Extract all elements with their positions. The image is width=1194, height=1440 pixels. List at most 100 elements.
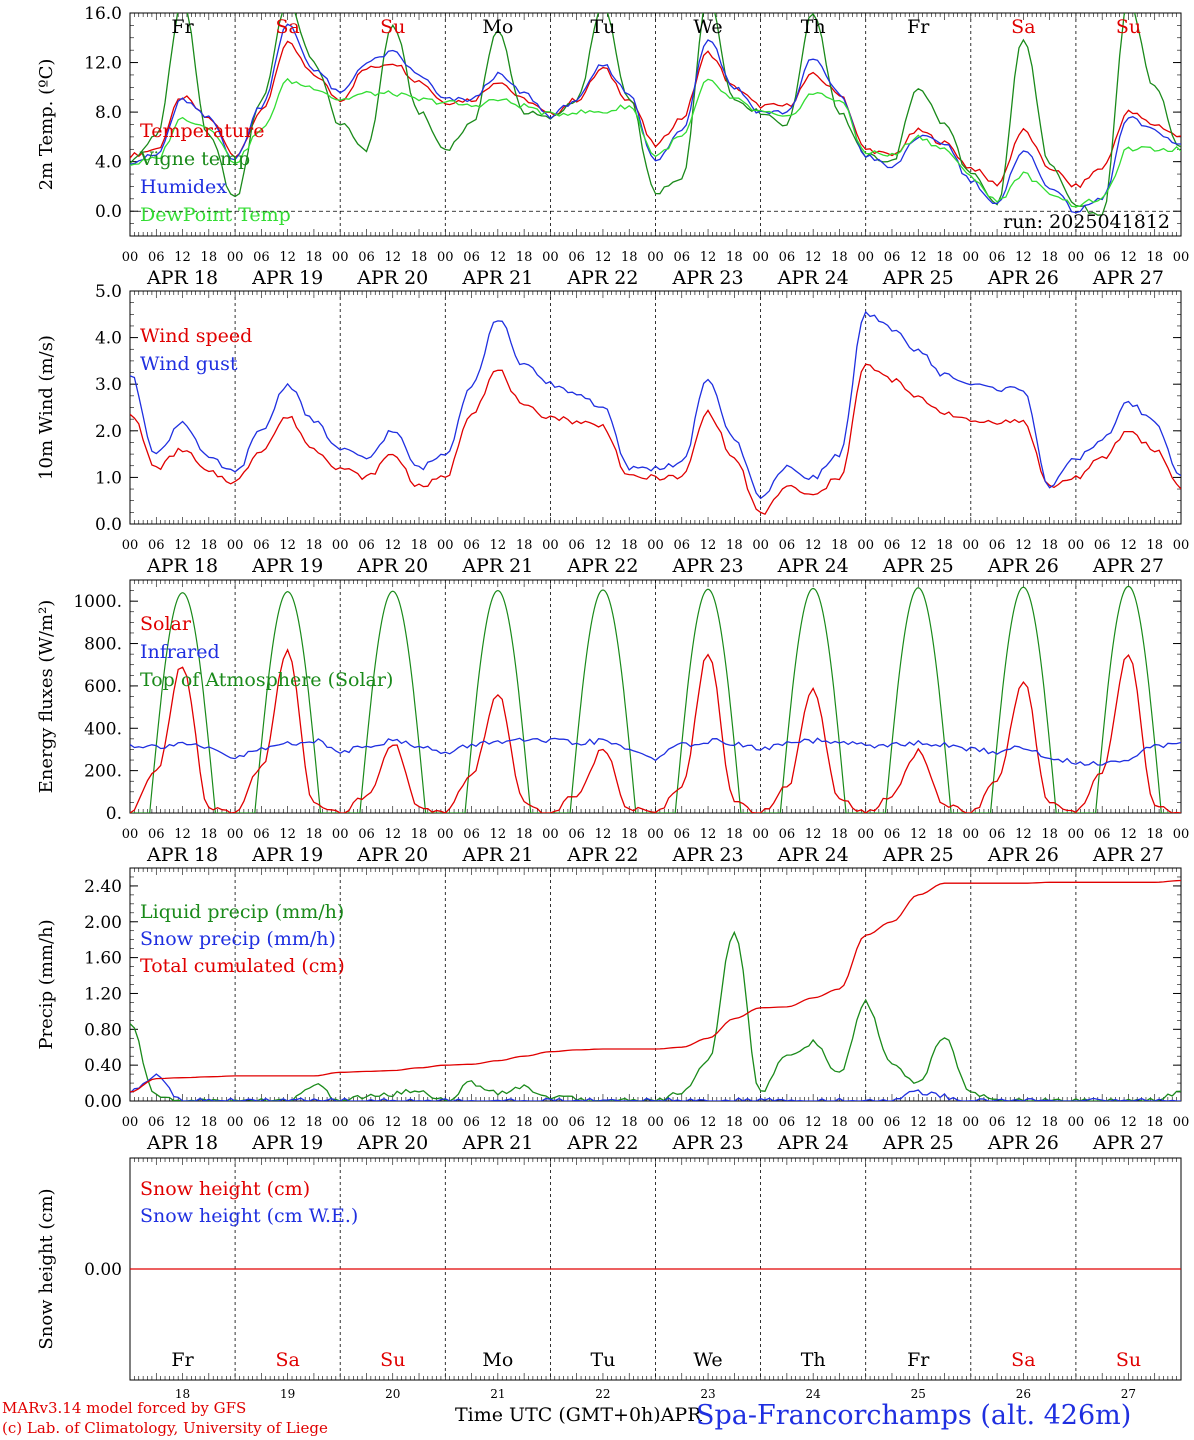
weekday-label: Sa: [1011, 16, 1035, 38]
hour-tick-label: 00: [1173, 250, 1190, 265]
hour-tick-label: 18: [831, 250, 848, 265]
weekday-label: Sa: [275, 1349, 299, 1371]
hour-tick-label: 12: [384, 538, 401, 553]
date-label: APR 19: [251, 555, 323, 577]
hour-tick-label: 12: [174, 1115, 191, 1130]
hour-tick-label: 18: [516, 827, 533, 842]
series-line-1: [130, 737, 1181, 766]
legend-entry: Vigne temp: [139, 148, 250, 170]
hour-tick-label: 18: [201, 250, 218, 265]
y-axis-label: Precip (mm/h): [36, 919, 57, 1049]
y-axis-label: Snow height (cm): [36, 1188, 57, 1349]
date-label: APR 19: [251, 267, 323, 289]
hour-tick-label: 00: [857, 1115, 874, 1130]
hour-tick-label: 12: [805, 538, 822, 553]
hour-tick-label: 06: [568, 538, 585, 553]
hour-tick-label: 06: [674, 827, 691, 842]
hour-tick-label: 00: [437, 827, 454, 842]
legend-entry: Temperature: [140, 120, 264, 142]
hour-tick-label: 00: [542, 250, 559, 265]
date-label: APR 24: [777, 267, 849, 289]
hour-tick-label: 00: [647, 250, 664, 265]
y-tick-label: 0.00: [84, 1092, 122, 1112]
hour-tick-label: 06: [358, 250, 375, 265]
hour-tick-label: 00: [963, 538, 980, 553]
weekday-label: Fr: [907, 1349, 930, 1371]
hour-tick-label: 00: [752, 827, 769, 842]
hour-tick-label: 06: [674, 538, 691, 553]
legend-entry: Humidex: [140, 176, 227, 198]
hour-tick-label: 18: [726, 538, 743, 553]
series-group: [130, 879, 1181, 1101]
date-label: APR 18: [146, 555, 218, 577]
hour-tick-label: 06: [463, 250, 480, 265]
hour-tick-label: 18: [831, 538, 848, 553]
hour-tick-label: 00: [963, 250, 980, 265]
date-label: APR 21: [461, 555, 533, 577]
hour-tick-label: 12: [279, 1115, 296, 1130]
weekday-label: We: [693, 1349, 722, 1371]
hour-tick-label: 06: [674, 250, 691, 265]
hour-tick-label: 06: [358, 538, 375, 553]
y-tick-label: 0.00: [84, 1260, 122, 1280]
y-tick-label: 1.0: [95, 468, 122, 488]
hour-tick-label: 18: [621, 827, 638, 842]
day-number-label: 23: [700, 1387, 715, 1401]
hour-tick-label: 12: [174, 250, 191, 265]
weekday-label: We: [693, 16, 722, 38]
y-tick-label: 16.0: [84, 4, 122, 24]
hour-tick-label: 06: [568, 827, 585, 842]
lab-credit: (c) Lab. of Climatology, University of L…: [2, 1419, 328, 1437]
hour-tick-label: 00: [122, 827, 139, 842]
weekday-label: Tu: [590, 16, 615, 38]
date-label: APR 25: [882, 844, 954, 866]
y-tick-label: 0.0: [95, 515, 122, 535]
hour-tick-label: 18: [306, 250, 323, 265]
date-label: APR 24: [777, 555, 849, 577]
y-tick-label: 4.0: [95, 153, 122, 173]
hour-tick-label: 12: [490, 250, 507, 265]
hour-tick-label: 12: [1120, 827, 1137, 842]
date-label: APR 22: [566, 1132, 638, 1154]
day-number-label: 26: [1016, 1387, 1031, 1401]
weekday-label: Su: [1116, 16, 1141, 38]
hour-tick-label: 18: [201, 538, 218, 553]
hour-tick-label: 06: [1094, 538, 1111, 553]
date-label: APR 24: [777, 844, 849, 866]
hour-tick-label: 12: [805, 250, 822, 265]
weekday-label: Su: [380, 1349, 405, 1371]
time-axis-label: Time UTC (GMT+0h)APR: [455, 1404, 702, 1426]
day-number-label: 20: [385, 1387, 400, 1401]
hour-tick-label: 00: [122, 1115, 139, 1130]
hour-tick-label: 00: [227, 1115, 244, 1130]
hour-tick-label: 12: [384, 250, 401, 265]
hour-tick-label: 00: [1173, 827, 1190, 842]
hour-tick-label: 12: [910, 1115, 927, 1130]
legend-entry: Total cumulated (cm): [140, 955, 345, 977]
hour-tick-label: 12: [595, 538, 612, 553]
legend-entry: DewPoint Temp: [140, 204, 291, 226]
date-label: APR 19: [251, 1132, 323, 1154]
hour-tick-label: 06: [989, 827, 1006, 842]
panel-1: 16.0 12.0 8.0 4.0 0.0 2m Temp. (ºC) Temperatur…: [36, 4, 1190, 289]
hour-tick-label: 00: [542, 538, 559, 553]
date-label: APR 25: [882, 555, 954, 577]
day-number-label: 19: [280, 1387, 295, 1401]
hour-tick-label: 18: [1041, 538, 1058, 553]
hour-tick-label: 00: [1173, 538, 1190, 553]
hour-tick-label: 12: [910, 250, 927, 265]
legend-entry: Solar: [140, 613, 192, 635]
hour-tick-label: 18: [201, 1115, 218, 1130]
hour-tick-label: 00: [752, 1115, 769, 1130]
hour-tick-label: 12: [279, 538, 296, 553]
weekday-label: Sa: [275, 16, 299, 38]
date-label: APR 22: [566, 267, 638, 289]
series-line-2: [130, 23, 1181, 214]
hour-tick-label: 00: [437, 250, 454, 265]
hour-tick-label: 06: [568, 250, 585, 265]
series-line-0: [130, 648, 1181, 813]
panel-5: 0.00 Snow height (cm) Snow height (cm) Snow…: [36, 1157, 1182, 1401]
hour-tick-label: 18: [831, 1115, 848, 1130]
y-tick-label: 3.0: [95, 375, 122, 395]
